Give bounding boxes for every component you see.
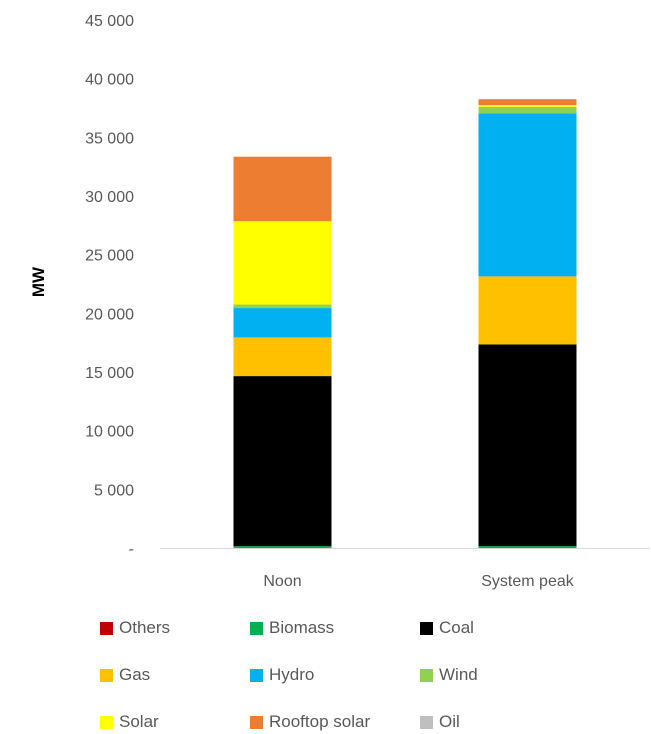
y-tick-label: 20 000 xyxy=(85,306,134,323)
bar-segment-hydro xyxy=(478,113,577,277)
y-tick-label: 40 000 xyxy=(85,72,134,89)
legend-swatch xyxy=(250,668,263,682)
bar-segment-rooftop-solar xyxy=(233,156,332,222)
legend-label: Solar xyxy=(119,712,159,731)
legend-item-wind: Wind xyxy=(420,665,478,685)
legend-item-gas: Gas xyxy=(100,665,150,685)
legend-label: Biomass xyxy=(269,618,335,637)
legend-swatch xyxy=(420,621,433,635)
legend-item-biomass: Biomass xyxy=(250,618,334,638)
bar-segment-rooftop-solar xyxy=(478,99,577,106)
bar-segment-solar xyxy=(478,105,577,107)
legend-label: Rooftop solar xyxy=(269,712,371,731)
bar-segment-biomass xyxy=(233,546,332,548)
bar-segment-biomass xyxy=(478,546,577,548)
legend-swatch xyxy=(100,621,113,635)
legend-swatch xyxy=(420,668,433,682)
legend-label: Oil xyxy=(439,712,460,731)
legend-item-hydro: Hydro xyxy=(250,665,314,685)
y-tick-label: 45 000 xyxy=(85,13,134,30)
legend-swatch xyxy=(100,668,113,682)
legend-label: Wind xyxy=(439,665,478,684)
bar-segment-hydro xyxy=(233,308,332,338)
x-tick-label: Noon xyxy=(263,573,301,590)
bar-segment-solar xyxy=(233,221,332,305)
bars xyxy=(233,99,577,548)
bar-segment-gas xyxy=(478,276,577,345)
legend-label: Gas xyxy=(119,665,151,684)
bar-segment-wind xyxy=(233,304,332,309)
legend-item-solar: Solar xyxy=(100,712,159,732)
legend-swatch xyxy=(250,715,263,729)
legend-swatch xyxy=(420,715,433,729)
x-axis-ticks: Noon System peak xyxy=(263,573,574,590)
legend-item-rooftop-solar: Rooftop solar xyxy=(250,712,370,732)
legend-label: Hydro xyxy=(269,665,315,684)
y-axis-label: MW xyxy=(29,266,48,297)
legend-item-oil: Oil xyxy=(420,712,460,732)
legend-item-coal: Coal xyxy=(420,618,474,638)
y-tick-label: 10 000 xyxy=(85,424,134,441)
bar-segment-coal xyxy=(478,344,577,547)
legend-swatch xyxy=(100,715,113,729)
legend-label: Others xyxy=(119,618,171,637)
bar-segment-coal xyxy=(233,376,332,547)
y-tick-label: 5 000 xyxy=(94,482,134,499)
y-tick-label: 30 000 xyxy=(85,189,134,206)
legend-item-others: Others xyxy=(100,618,170,638)
y-tick-label: - xyxy=(129,541,134,558)
stacked-bar-chart: MW - 5 000 10 000 15 000 20 000 25 000 30 000 3… xyxy=(29,13,650,590)
legend-swatch xyxy=(250,621,263,635)
x-tick-label: System peak xyxy=(481,573,574,590)
bar-segment-gas xyxy=(233,337,332,377)
bar-segment-wind xyxy=(478,106,577,114)
y-axis-ticks: - 5 000 10 000 15 000 20 000 25 000 30 000 35 0… xyxy=(85,13,134,558)
y-tick-label: 15 000 xyxy=(85,365,134,382)
y-tick-label: 35 000 xyxy=(85,130,134,147)
legend-label: Coal xyxy=(439,618,474,637)
y-tick-label: 25 000 xyxy=(85,248,134,265)
